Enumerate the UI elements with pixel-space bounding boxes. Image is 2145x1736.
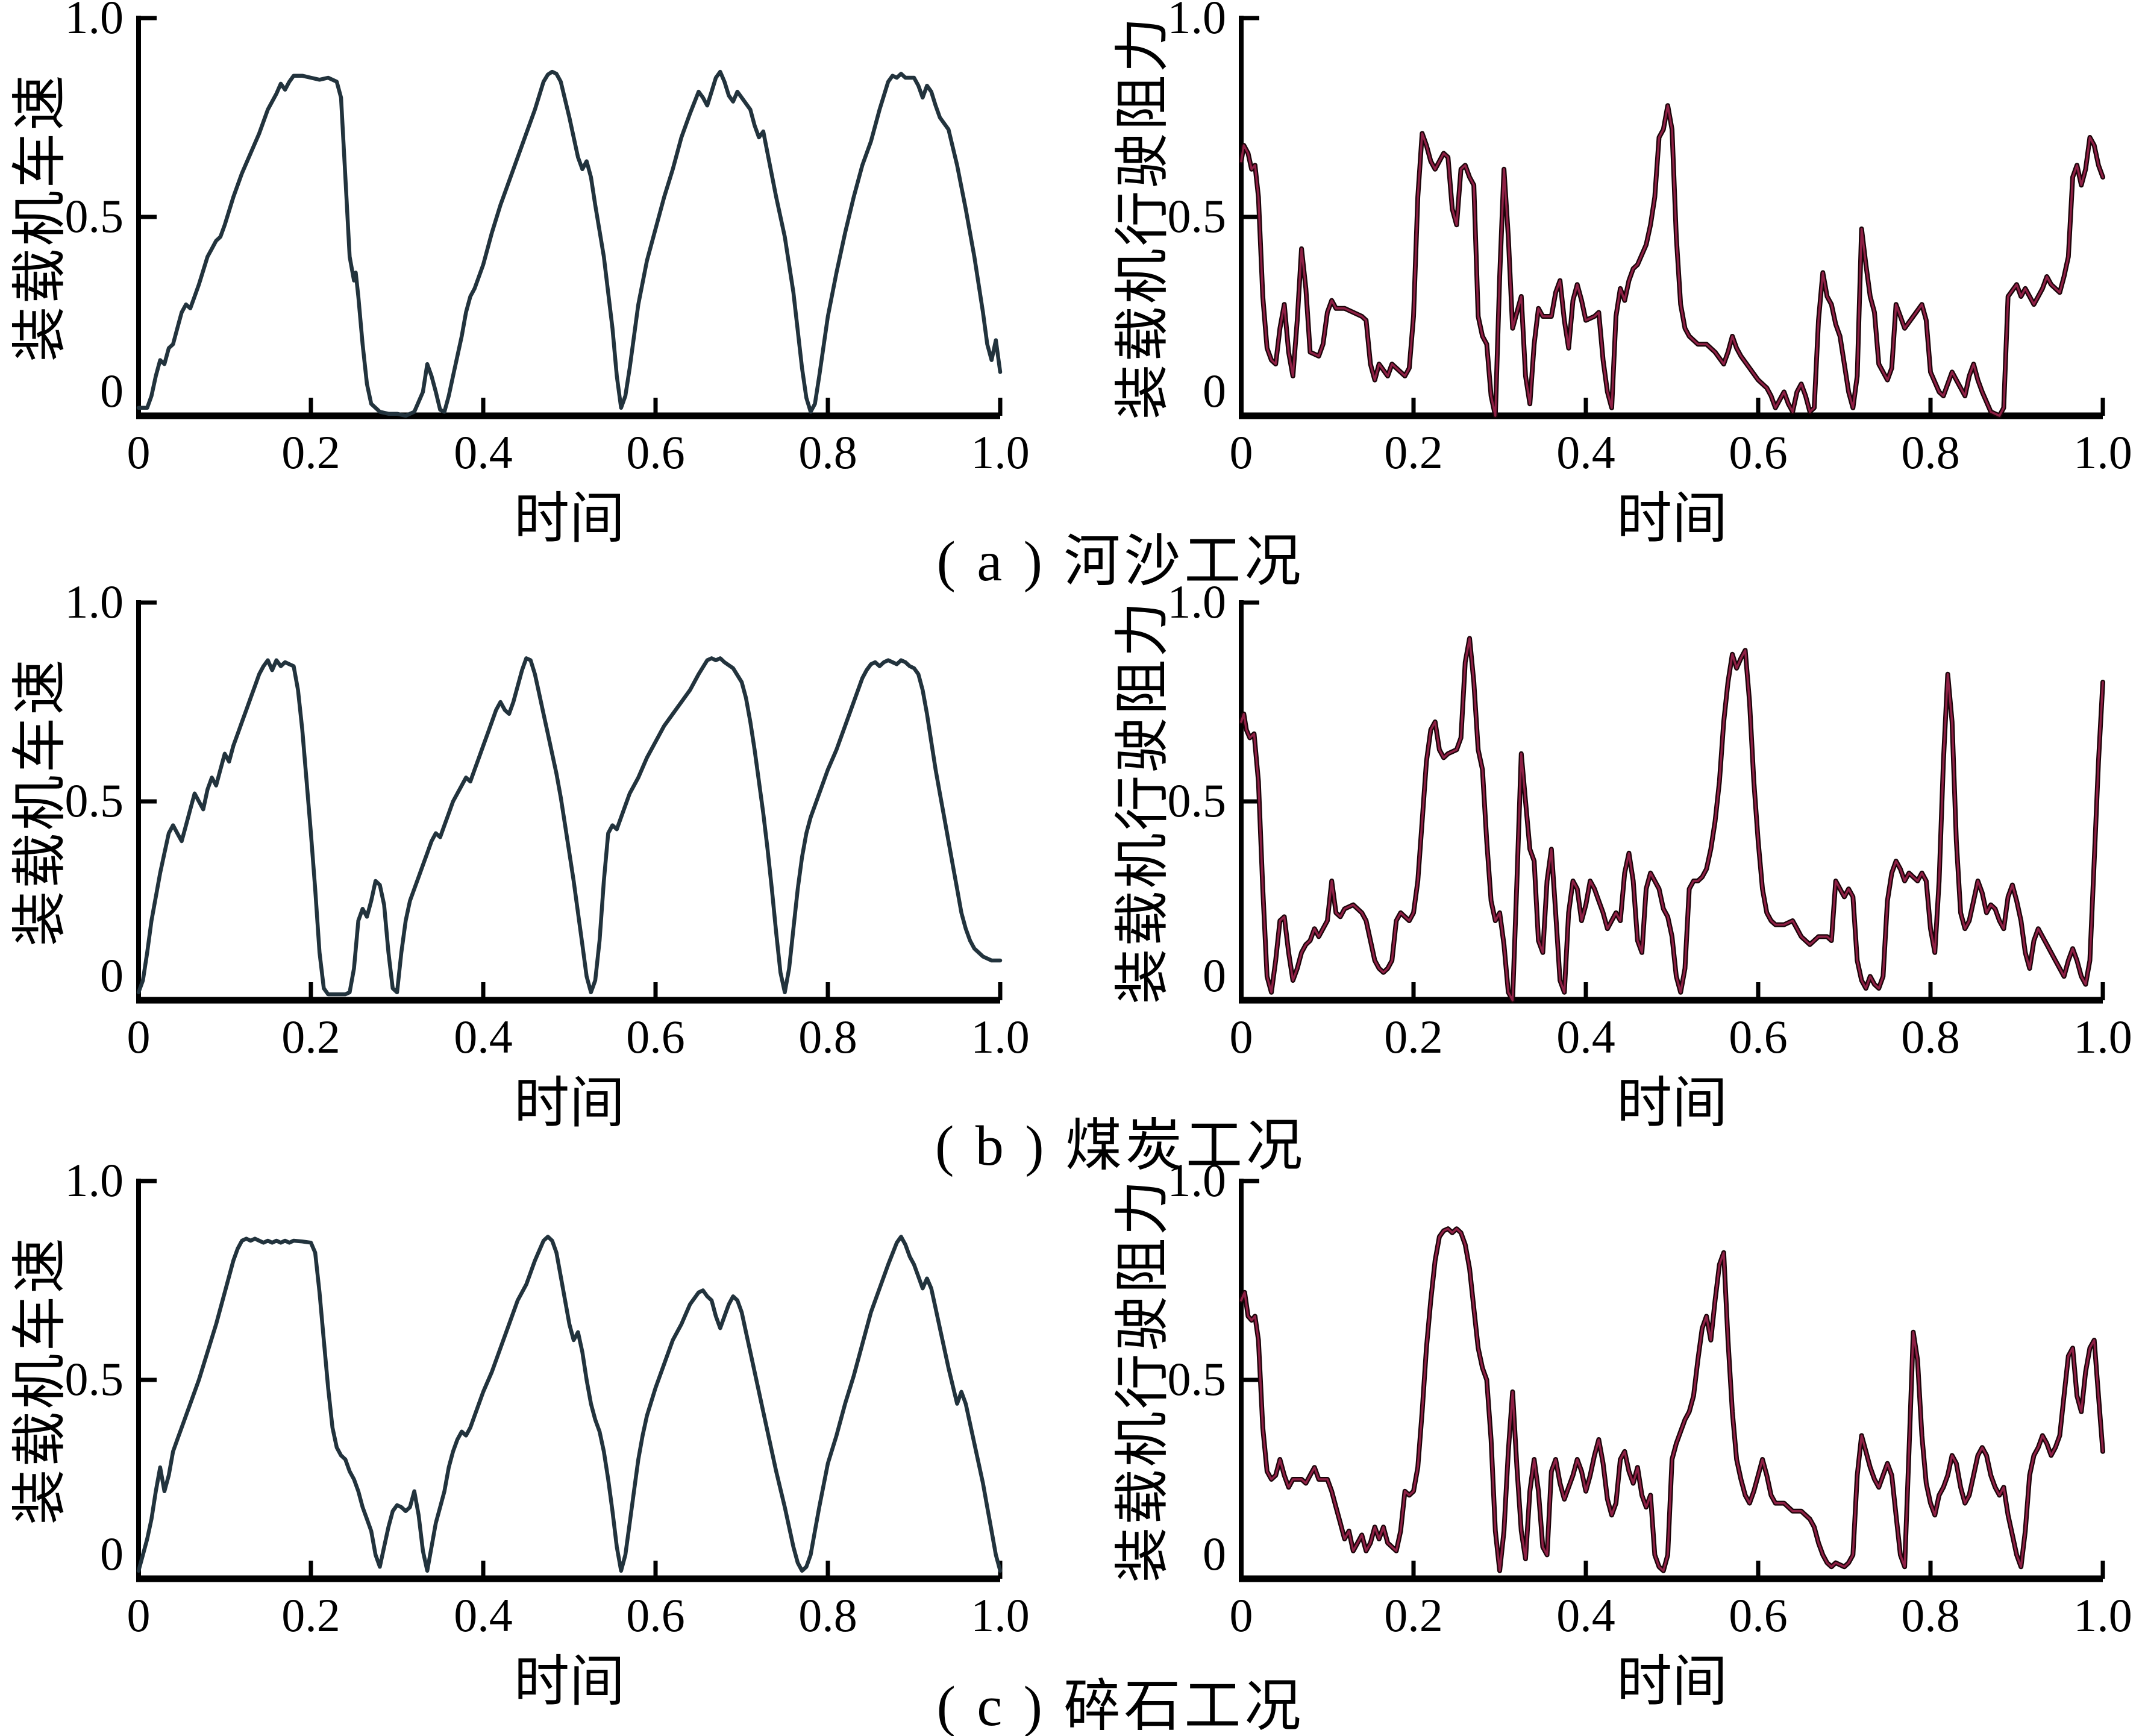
x-tick-label: 0.6 xyxy=(1729,1589,1788,1641)
y-tick-label: 0 xyxy=(1203,365,1226,417)
x-tick-label: 0.6 xyxy=(626,426,685,478)
y-tick-label: 0 xyxy=(100,1528,124,1580)
x-tick-label: 1.0 xyxy=(2073,1011,2132,1063)
x-tick-label: 0.2 xyxy=(281,1589,340,1641)
river-sand-speed-line xyxy=(136,69,1003,418)
x-tick-label: 0 xyxy=(1229,1589,1253,1641)
coal-resistance-line xyxy=(1240,637,2104,1001)
caption-b: ( b ) 煤炭工况 xyxy=(935,1115,1307,1177)
y-axis-label: 装载机行驶阻力 xyxy=(1106,1177,1173,1582)
x-tick-label: 0.2 xyxy=(281,1011,340,1063)
crushed-stone-speed-plot xyxy=(136,1179,1003,1582)
y-tick-label: 0.5 xyxy=(1167,190,1227,242)
x-tick-label: 0.2 xyxy=(281,426,340,478)
y-tick-label: 1.0 xyxy=(1167,1154,1227,1206)
x-tick-label: 1.0 xyxy=(2073,426,2132,478)
coal-speed-plot xyxy=(136,600,1003,1004)
x-axis-label: 时间 xyxy=(513,1073,625,1134)
x-tick-label: 0 xyxy=(1229,426,1253,478)
y-axis-label: 装载机车速 xyxy=(3,1181,70,1579)
y-tick-label: 0.5 xyxy=(1167,774,1227,827)
x-axis-label: 时间 xyxy=(1616,1073,1727,1134)
y-tick-label: 0 xyxy=(1203,949,1226,1001)
y-tick-label: 1.0 xyxy=(1167,0,1227,43)
x-tick-label: 0.2 xyxy=(1384,426,1443,478)
x-tick-label: 1.0 xyxy=(971,1011,1030,1063)
x-tick-label: 0.8 xyxy=(798,1011,857,1063)
y-tick-label: 0 xyxy=(1203,1528,1226,1580)
y-tick-label: 0.5 xyxy=(1167,1353,1227,1405)
y-axis-label-text: 装载机行驶阻力 xyxy=(1112,1177,1174,1583)
x-tick-label: 0 xyxy=(127,426,151,478)
y-axis-label-text: 装载机车速 xyxy=(9,72,71,362)
y-tick-label: 0 xyxy=(100,949,124,1001)
x-axis-label: 时间 xyxy=(1616,1651,1727,1712)
x-tick-label: 0.8 xyxy=(798,1589,857,1641)
x-tick-label: 0.6 xyxy=(626,1589,685,1641)
x-tick-label: 1.0 xyxy=(971,426,1030,478)
x-tick-label: 0.8 xyxy=(798,426,857,478)
x-tick-label: 0.6 xyxy=(1729,426,1788,478)
x-tick-label: 1.0 xyxy=(2073,1589,2132,1641)
y-axis-label: 装载机行驶阻力 xyxy=(1106,14,1173,419)
coal-speed-line xyxy=(136,656,1003,997)
x-tick-label: 0.4 xyxy=(1556,426,1615,478)
x-tick-label: 0.4 xyxy=(1556,1011,1615,1063)
x-tick-label: 0.4 xyxy=(1556,1589,1615,1641)
x-tick-label: 0.8 xyxy=(1901,1589,1960,1641)
x-tick-label: 1.0 xyxy=(971,1589,1030,1641)
x-tick-label: 0.2 xyxy=(1384,1011,1443,1063)
y-tick-label: 0.5 xyxy=(64,1353,124,1405)
crushed-stone-speed-line xyxy=(136,1235,1003,1573)
x-axis-label: 时间 xyxy=(513,1651,625,1712)
x-tick-label: 0 xyxy=(127,1589,151,1641)
x-axis-label: 时间 xyxy=(513,488,625,550)
y-tick-label: 0.5 xyxy=(64,774,124,827)
river-sand-resistance-plot xyxy=(1239,16,2105,419)
river-sand-resistance-line xyxy=(1240,104,2104,417)
crushed-stone-resistance-line-edge xyxy=(1239,1226,2105,1573)
y-axis-label-text: 装载机行驶阻力 xyxy=(1112,14,1174,420)
y-tick-label: 0.5 xyxy=(64,190,124,242)
x-tick-label: 0.2 xyxy=(1384,1589,1443,1641)
x-tick-label: 0 xyxy=(1229,1011,1253,1063)
y-axis-label-text: 装载机车速 xyxy=(9,1235,71,1525)
x-tick-label: 0.6 xyxy=(1729,1011,1788,1063)
x-tick-label: 0 xyxy=(127,1011,151,1063)
x-tick-label: 0.4 xyxy=(454,426,513,478)
x-tick-label: 0.4 xyxy=(454,1589,513,1641)
y-tick-label: 1.0 xyxy=(64,575,124,628)
y-tick-label: 1.0 xyxy=(1167,575,1227,628)
crushed-stone-resistance-plot xyxy=(1239,1179,2105,1582)
y-axis-label: 装载机车速 xyxy=(3,603,70,1000)
river-sand-speed-plot xyxy=(136,16,1003,419)
coal-resistance-plot xyxy=(1239,600,2105,1004)
crushed-stone-resistance-line xyxy=(1240,1227,2104,1572)
x-tick-label: 0.6 xyxy=(626,1011,685,1063)
caption-c: ( c ) 碎石工况 xyxy=(936,1675,1305,1736)
x-tick-label: 0.4 xyxy=(454,1011,513,1063)
x-tick-label: 0.8 xyxy=(1901,1011,1960,1063)
y-axis-label-text: 装载机车速 xyxy=(9,656,71,947)
y-tick-label: 1.0 xyxy=(64,1154,124,1206)
caption-a: ( a ) 河沙工况 xyxy=(936,530,1305,593)
x-tick-label: 0.8 xyxy=(1901,426,1960,478)
y-axis-label: 装载机行驶阻力 xyxy=(1106,599,1173,1004)
y-axis-label-text: 装载机行驶阻力 xyxy=(1112,598,1174,1004)
y-tick-label: 0 xyxy=(100,365,124,417)
y-tick-label: 1.0 xyxy=(64,0,124,43)
y-axis-label: 装载机车速 xyxy=(3,18,70,416)
x-axis-label: 时间 xyxy=(1616,488,1727,550)
